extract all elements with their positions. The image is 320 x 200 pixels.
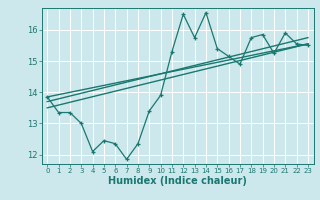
X-axis label: Humidex (Indice chaleur): Humidex (Indice chaleur) (108, 176, 247, 186)
